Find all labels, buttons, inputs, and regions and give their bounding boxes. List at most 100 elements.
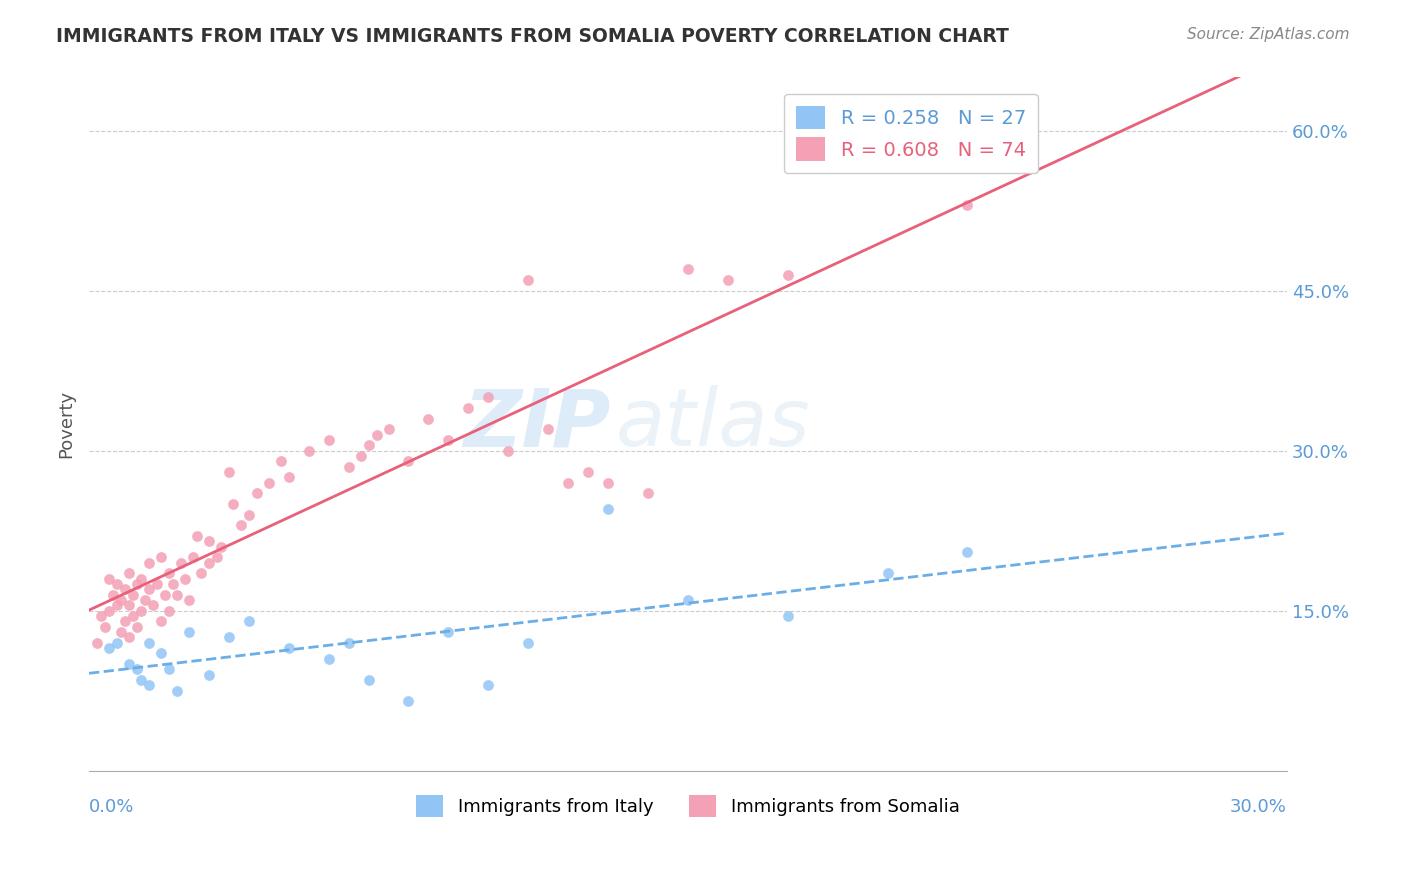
Point (118, 599, 141, 613)
Point (181, 550, 204, 565)
Point (956, 198, 979, 212)
Point (125, 620, 148, 634)
Point (114, 582, 136, 597)
Point (576, 465, 599, 479)
Point (238, 508, 260, 522)
Point (956, 545, 979, 559)
Point (257, 475, 280, 490)
Point (198, 534, 221, 549)
Point (537, 422, 560, 436)
Point (517, 273, 540, 287)
Point (166, 588, 188, 602)
Point (637, 486, 659, 500)
Point (98, 572, 121, 586)
Point (105, 599, 128, 613)
Point (298, 443, 321, 458)
Point (218, 631, 240, 645)
Point (86, 636, 108, 650)
Point (209, 540, 232, 554)
Point (129, 673, 152, 687)
Point (676, 593, 699, 607)
Point (138, 582, 160, 597)
Point (118, 631, 141, 645)
Text: IMMIGRANTS FROM ITALY VS IMMIGRANTS FROM SOMALIA POVERTY CORRELATION CHART: IMMIGRANTS FROM ITALY VS IMMIGRANTS FROM… (56, 27, 1010, 45)
Point (138, 636, 160, 650)
Text: 30.0%: 30.0% (1230, 798, 1286, 816)
Point (101, 588, 124, 602)
Point (337, 459, 360, 474)
Point (398, 454, 420, 468)
Point (557, 475, 579, 490)
Point (357, 438, 380, 452)
Point (174, 572, 197, 586)
Point (377, 422, 399, 436)
Point (122, 588, 145, 602)
Point (477, 391, 499, 405)
Point (110, 593, 132, 607)
Point (357, 673, 380, 687)
Point (94, 620, 117, 634)
Point (157, 604, 180, 618)
Point (318, 433, 340, 447)
Point (114, 615, 136, 629)
Point (125, 577, 148, 591)
Point (218, 465, 240, 479)
Point (205, 550, 228, 565)
Point (146, 577, 169, 591)
Point (157, 566, 180, 581)
Point (105, 577, 128, 591)
Text: Source: ZipAtlas.com: Source: ZipAtlas.com (1187, 27, 1350, 42)
Point (222, 497, 245, 511)
Text: 0.0%: 0.0% (89, 798, 135, 816)
Point (418, 411, 440, 425)
Point (398, 694, 420, 708)
Point (98, 604, 121, 618)
Point (105, 636, 128, 650)
Point (876, 566, 898, 581)
Y-axis label: Poverty: Poverty (58, 390, 75, 458)
Point (118, 566, 141, 581)
Point (110, 625, 132, 640)
Point (676, 262, 699, 277)
Point (277, 641, 299, 656)
Point (129, 604, 152, 618)
Point (138, 678, 160, 692)
Point (337, 636, 360, 650)
Point (238, 615, 260, 629)
Point (125, 662, 148, 676)
Point (177, 625, 200, 640)
Point (98, 641, 121, 656)
Point (149, 646, 172, 660)
Point (153, 588, 176, 602)
Point (498, 443, 520, 458)
Text: ZIP: ZIP (463, 385, 610, 463)
Point (138, 556, 160, 570)
Point (598, 502, 620, 516)
Point (129, 572, 152, 586)
Point (177, 593, 200, 607)
Legend: Immigrants from Italy, Immigrants from Somalia: Immigrants from Italy, Immigrants from S… (409, 788, 967, 824)
Text: atlas: atlas (616, 385, 811, 463)
Point (246, 486, 269, 500)
Point (366, 427, 388, 442)
Point (122, 609, 145, 624)
Point (186, 529, 208, 543)
Point (437, 625, 460, 640)
Point (166, 683, 188, 698)
Point (134, 593, 156, 607)
Point (157, 662, 180, 676)
Point (776, 609, 799, 624)
Point (118, 657, 141, 671)
Point (277, 470, 299, 484)
Point (170, 556, 193, 570)
Point (477, 678, 499, 692)
Point (198, 556, 221, 570)
Point (598, 475, 620, 490)
Point (517, 636, 540, 650)
Point (776, 268, 799, 282)
Point (149, 550, 172, 565)
Point (142, 599, 165, 613)
Point (190, 566, 212, 581)
Point (437, 433, 460, 447)
Point (457, 401, 479, 415)
